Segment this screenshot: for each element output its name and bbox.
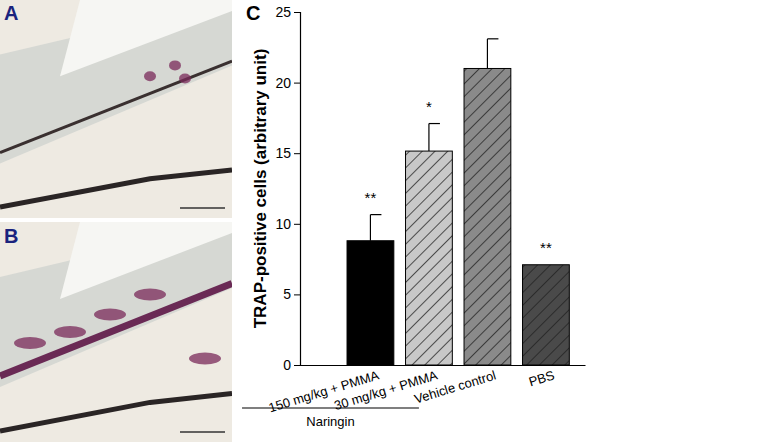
error-bar bbox=[429, 124, 440, 152]
y-tick-label: 15 bbox=[275, 145, 291, 161]
panel-label: A bbox=[4, 2, 18, 24]
error-bar bbox=[370, 215, 381, 241]
y-tick-mark bbox=[294, 365, 300, 366]
y-tick-mark bbox=[294, 83, 300, 84]
error-bar bbox=[487, 39, 498, 69]
x-tick: Vehicle control bbox=[412, 365, 497, 407]
x-tick: PBS bbox=[527, 365, 557, 389]
trap-stain bbox=[14, 337, 46, 349]
y-tick-label: 25 bbox=[275, 4, 291, 20]
trap-stain bbox=[134, 289, 166, 301]
panel-label: B bbox=[4, 225, 18, 247]
y-tick: 25 bbox=[275, 4, 300, 20]
figure: ABC*****0510152025TRAP-positive cells (a… bbox=[0, 0, 778, 442]
trap-stain bbox=[179, 73, 191, 83]
bone-edge bbox=[0, 61, 232, 153]
trap-stain bbox=[94, 308, 126, 320]
x-tick-label: PBS bbox=[527, 367, 557, 389]
lumen bbox=[60, 0, 232, 76]
y-tick-mark bbox=[294, 294, 300, 295]
y-axis-title: TRAP-positive cells (arbitrary unit) bbox=[251, 49, 270, 329]
bar bbox=[347, 241, 394, 365]
significance-mark: ** bbox=[365, 189, 377, 206]
error-bar-stem bbox=[428, 124, 429, 152]
group-label: Naringin bbox=[306, 414, 354, 429]
panel-label: C bbox=[246, 2, 260, 24]
error-bar-stem bbox=[487, 39, 488, 69]
error-bar-stem bbox=[370, 215, 371, 241]
group-line bbox=[242, 407, 419, 408]
y-tick: 5 bbox=[283, 286, 300, 302]
y-axis: 0 5 10 15 20 25 bbox=[275, 4, 300, 373]
plot-area bbox=[347, 39, 569, 365]
x-axis-line bbox=[301, 365, 586, 366]
bone-edge bbox=[0, 394, 232, 431]
micrograph-panel bbox=[0, 0, 232, 218]
tissue-band bbox=[0, 222, 232, 387]
scale-bar bbox=[180, 431, 225, 433]
y-tick-label: 5 bbox=[283, 286, 291, 302]
significance-mark: * bbox=[426, 98, 432, 115]
bar bbox=[406, 151, 453, 365]
micrograph-background bbox=[0, 0, 232, 218]
bar bbox=[523, 265, 570, 365]
lumen bbox=[60, 222, 232, 299]
x-tick-label: Vehicle control bbox=[412, 367, 497, 406]
trap-stain bbox=[144, 71, 156, 81]
y-tick: 15 bbox=[275, 145, 300, 161]
micrograph-panel bbox=[0, 222, 232, 442]
error-bar-cap bbox=[487, 38, 498, 39]
y-tick: 10 bbox=[275, 216, 300, 232]
y-tick: 20 bbox=[275, 75, 300, 91]
trap-stain bbox=[169, 60, 181, 70]
y-tick: 0 bbox=[283, 357, 300, 373]
y-axis-line bbox=[294, 13, 301, 366]
bone-edge bbox=[0, 170, 232, 207]
significance-mark: ** bbox=[540, 239, 552, 256]
scale-bar bbox=[180, 207, 225, 209]
bone-edge bbox=[0, 284, 232, 376]
micrograph-background bbox=[0, 222, 232, 442]
tissue-band bbox=[0, 0, 232, 164]
y-tick-mark bbox=[294, 12, 300, 13]
trap-stain bbox=[54, 326, 86, 338]
error-bar-cap bbox=[370, 214, 381, 215]
y-tick-label: 20 bbox=[275, 75, 291, 91]
bar bbox=[464, 68, 511, 365]
trap-stain bbox=[189, 352, 221, 364]
y-tick-label: 0 bbox=[283, 357, 291, 373]
error-bar-cap bbox=[429, 123, 440, 124]
y-tick-mark bbox=[294, 224, 300, 225]
y-tick-mark bbox=[294, 153, 300, 154]
y-tick-label: 10 bbox=[275, 216, 291, 232]
